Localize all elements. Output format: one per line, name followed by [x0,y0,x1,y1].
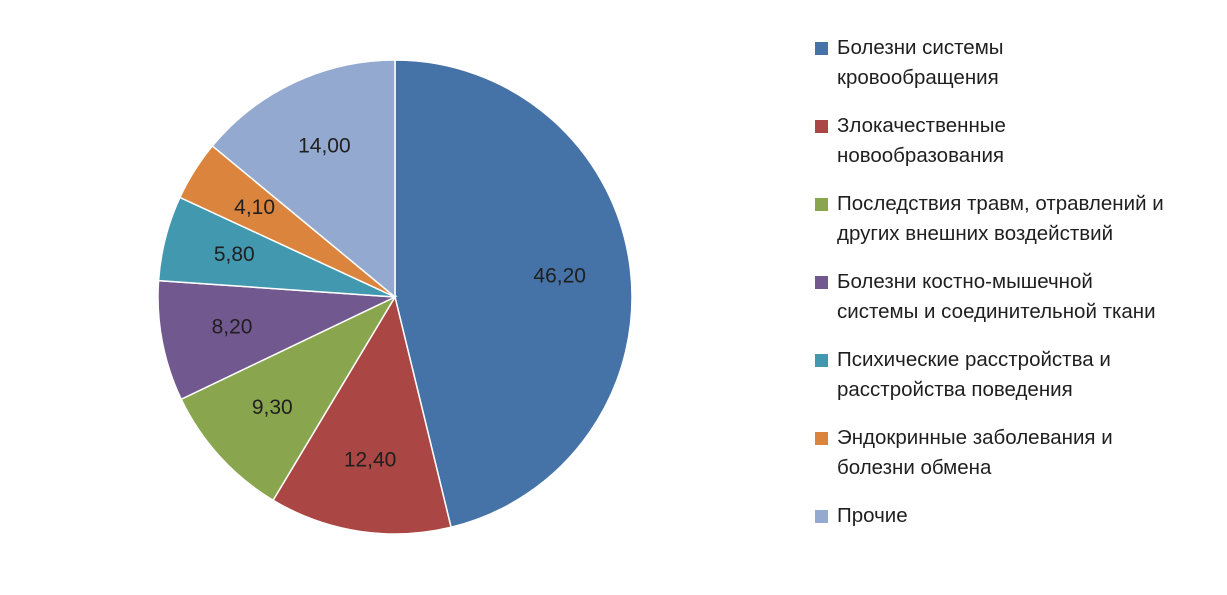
pie-slice-value-label: 4,10 [234,196,275,219]
legend-item: Эндокринные заболевания и болезни обмена [815,423,1220,483]
pie-slice-value-label: 12,40 [344,449,397,472]
legend-item: Болезни костно-мышечной системы и соедини… [815,267,1220,327]
legend-label: новообразования [837,144,1005,167]
pie-slice-value-label: 14,00 [298,134,351,157]
legend-label: других внешних воздействий [837,222,1114,245]
legend-swatch [815,120,828,133]
legend-item: Психические расстройства и расстройства п… [815,345,1220,405]
legend-label: расстройства поведения [837,378,1073,401]
legend-label: Злокачественные [837,114,1006,137]
legend-swatch [815,432,828,445]
legend-label: Психические расстройства и [837,348,1111,371]
legend-swatch [815,276,828,289]
legend-swatch [815,510,828,523]
legend-label: Болезни костно-мышечной [837,270,1093,293]
pie-slice-value-label: 46,20 [533,265,586,288]
pie-slices [157,59,633,535]
legend-label: Эндокринные заболевания и [837,426,1113,449]
legend-label: Болезни системы [837,36,1004,59]
pie-slice-value-label: 5,80 [214,243,255,266]
pie-slice [157,279,398,401]
pie-slice [211,59,396,299]
legend-swatch [815,354,828,367]
legend-item: Болезни системы кровообращения [815,33,1220,93]
legend-label: кровообращения [837,66,999,89]
pie-slice [180,295,397,502]
legend-label: системы и соединительной ткани [837,300,1156,323]
legend-item: Прочие [815,501,1220,531]
pie-labels: 46,20 12,40 9,30 8,20 5,80 4,10 14,00 [212,134,586,471]
pie-slice-value-label: 8,20 [212,316,253,339]
legend-item: Последствия травм, отравлений и других вн… [815,189,1220,249]
pie-slice-value-label: 9,30 [252,396,293,419]
legend-swatch [815,198,828,211]
pie-slice [272,295,452,535]
legend-label: Последствия травм, отравлений и [837,192,1164,215]
legend-label: Прочие [837,504,908,527]
legend-label: болезни обмена [837,456,992,479]
pie-slice [394,59,633,529]
legend-swatch [815,42,828,55]
legend-item: Злокачественные новообразования [815,111,1220,171]
chart-legend: Болезни системы кровообращения Злокачестве… [815,33,1220,549]
